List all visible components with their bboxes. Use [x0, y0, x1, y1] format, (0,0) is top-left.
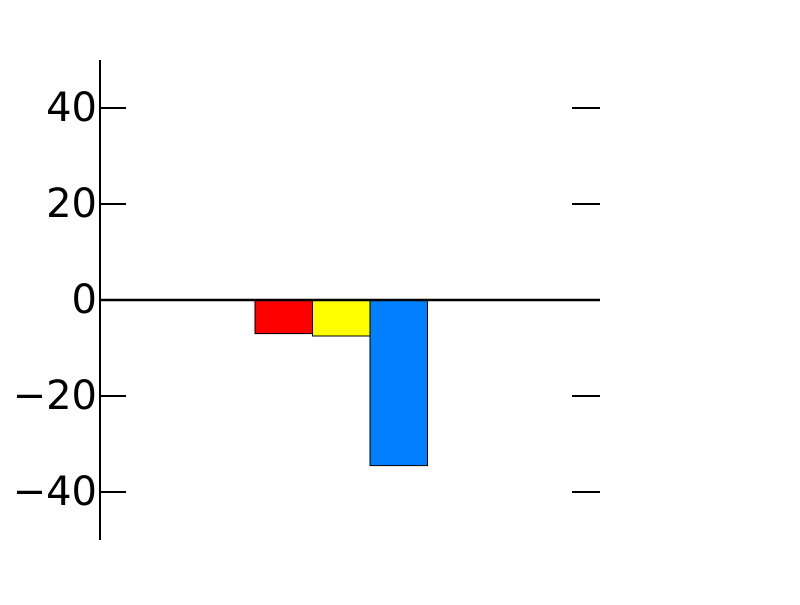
- bar-3: [369, 299, 428, 467]
- y-tick-label: −20: [13, 373, 97, 419]
- axis-layer: −40 −20 0 20 40: [13, 60, 600, 540]
- y-tick-label: 20: [46, 181, 97, 227]
- bar-1: [254, 299, 313, 335]
- bar-2: [312, 299, 371, 337]
- y-tick-label: 40: [46, 85, 97, 131]
- y-tick-label: −40: [13, 469, 97, 515]
- y-tick-label: 0: [72, 277, 97, 323]
- bars-layer: [254, 299, 428, 467]
